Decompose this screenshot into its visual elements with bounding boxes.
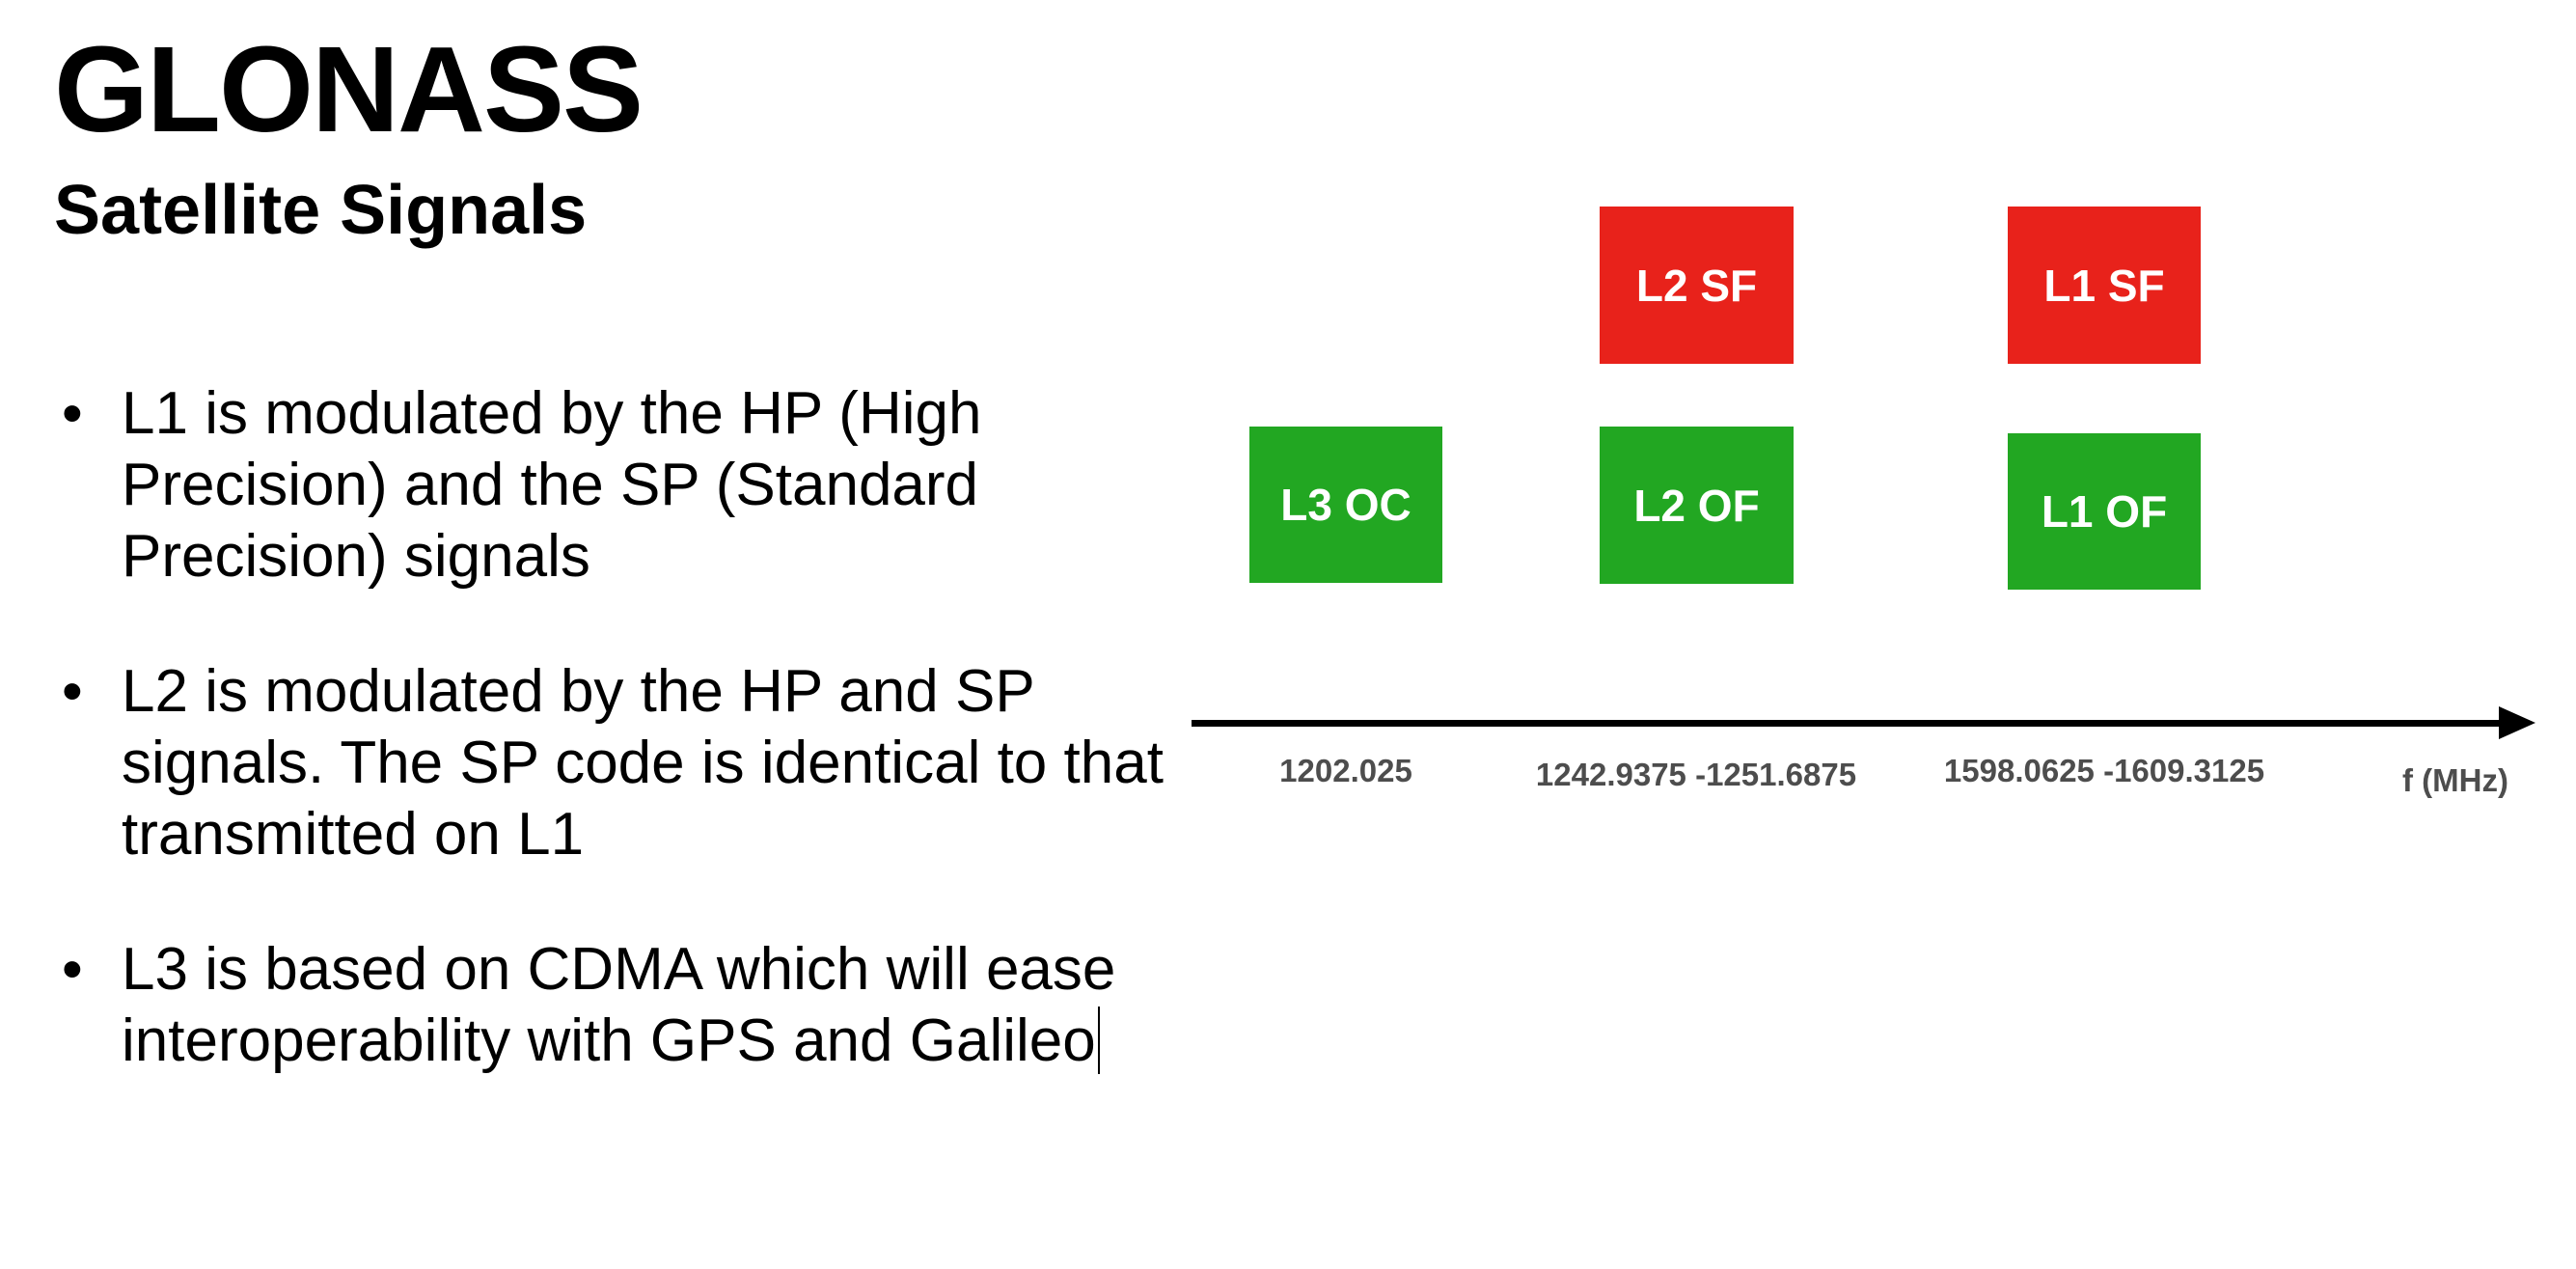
bullet-item: • L2 is modulated by the HP and SP signa… [54,656,1164,870]
signal-box-l3-oc: L3 OC [1249,427,1442,583]
signal-box-l1-of: L1 OF [2008,433,2201,590]
bullet-dot-icon: • [62,658,83,725]
bullet-item: • L3 is based on CDMA which will ease in… [54,934,1164,1077]
bullet-text: L1 is modulated by the HP (High Precisio… [122,380,982,590]
bullet-text: L3 is based on CDMA which will ease inte… [122,936,1116,1074]
bullet-dot-icon: • [62,380,83,447]
text-cursor [1097,1007,1100,1074]
bullet-text: L2 is modulated by the HP and SP signals… [122,658,1164,868]
signal-box-l1-sf: L1 SF [2008,207,2201,364]
axis-unit-label: f (MHz) [2402,762,2508,798]
slide-title: GLONASS [54,21,644,157]
frequency-axis-line [1192,720,2504,727]
signal-box-l2-sf: L2 SF [1600,207,1794,364]
slide-subtitle: Satellite Signals [54,172,588,249]
axis-arrow-icon [2499,706,2535,739]
signal-box-l2-of: L2 OF [1600,427,1794,584]
bullet-list: • L1 is modulated by the HP (High Precis… [54,378,1164,1077]
bullet-dot-icon: • [62,936,83,1003]
frequency-label-l1: 1598.0625 -1609.3125 [1943,753,2265,788]
frequency-label-l3: 1202.025 [1279,753,1412,788]
frequency-label-l2: 1242.9375 -1251.6875 [1535,757,1857,792]
bullet-item: • L1 is modulated by the HP (High Precis… [54,378,1164,593]
